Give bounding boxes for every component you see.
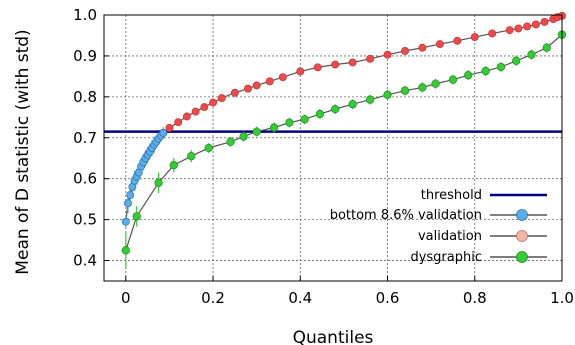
- y-axis-label: Mean of D statistic (with std): [13, 29, 33, 274]
- legend-swatch-marker-bottom-validation: [516, 209, 528, 221]
- data-point: [481, 66, 490, 76]
- data-point: [366, 54, 375, 63]
- data-point: [488, 29, 497, 38]
- data-point: [132, 212, 141, 221]
- series-line-validation: [162, 15, 563, 134]
- data-point: [514, 24, 523, 33]
- data-point: [505, 26, 514, 35]
- data-point: [126, 191, 135, 200]
- data-point: [169, 161, 178, 170]
- grid: [104, 15, 562, 281]
- series-dysgraphic: [121, 29, 567, 269]
- series-layer: [121, 11, 567, 269]
- legend-swatch-marker-dysgraphic: [516, 251, 528, 263]
- data-point: [278, 73, 287, 82]
- y-tick-label: 1.0: [73, 6, 97, 24]
- legend-label-validation: validation: [418, 229, 482, 244]
- data-point: [121, 246, 130, 255]
- data-point: [470, 33, 479, 42]
- data-point: [182, 112, 191, 121]
- y-tick-label: 0.8: [73, 88, 97, 106]
- x-tick-label: 0.8: [463, 289, 487, 307]
- data-point: [230, 88, 239, 97]
- data-point: [531, 20, 540, 29]
- data-point: [331, 104, 340, 114]
- data-point: [217, 94, 226, 103]
- legend-label-threshold: threshold: [421, 188, 482, 203]
- data-point: [300, 115, 309, 124]
- data-point: [401, 47, 409, 55]
- data-point: [174, 118, 183, 127]
- data-point: [200, 103, 209, 112]
- data-point: [265, 77, 274, 86]
- data-point: [348, 100, 357, 109]
- data-point: [464, 71, 473, 80]
- data-point: [348, 58, 357, 67]
- legend-swatch-marker-validation: [516, 230, 528, 242]
- data-point: [418, 43, 427, 52]
- data-point: [542, 43, 551, 52]
- series-validation: [159, 11, 566, 137]
- x-axis-label: Quantiles: [293, 328, 374, 345]
- data-point: [383, 90, 392, 99]
- x-tick-label: 0.2: [201, 289, 225, 307]
- data-point: [191, 107, 200, 116]
- legend-label-dysgraphic: dysgraphic: [410, 250, 482, 265]
- data-point: [400, 86, 410, 95]
- data-point: [331, 60, 340, 69]
- data-point: [165, 123, 174, 132]
- data-point: [187, 152, 196, 161]
- x-tick-label: 1.0: [550, 289, 574, 307]
- data-point: [383, 50, 392, 59]
- data-point: [209, 98, 217, 107]
- series-bottom-validation: [121, 126, 168, 228]
- x-tick-label: 0: [121, 289, 131, 307]
- data-point: [453, 36, 462, 45]
- data-point: [540, 18, 549, 26]
- data-point: [269, 123, 279, 132]
- legend-label-bottom-validation: bottom 8.6% validation: [330, 208, 482, 223]
- data-point: [448, 75, 458, 84]
- data-point: [239, 132, 248, 141]
- data-point: [296, 67, 305, 76]
- data-point: [121, 217, 130, 226]
- data-point: [252, 127, 261, 136]
- data-point: [523, 22, 532, 31]
- x-tick-label: 0.6: [376, 289, 400, 307]
- data-point: [315, 109, 325, 119]
- data-point: [124, 199, 132, 208]
- y-tick-label: 0.4: [73, 252, 97, 270]
- data-point: [527, 50, 536, 59]
- data-point: [365, 95, 375, 104]
- data-point: [226, 137, 235, 147]
- data-point: [159, 128, 168, 137]
- data-point: [154, 178, 163, 187]
- data-point: [431, 79, 440, 88]
- data-point: [512, 56, 521, 65]
- y-tick-label: 0.7: [73, 129, 97, 147]
- data-point: [252, 81, 261, 90]
- data-point: [243, 84, 252, 93]
- data-point: [285, 118, 294, 127]
- data-point: [435, 40, 444, 49]
- data-point: [418, 83, 427, 92]
- data-point: [204, 143, 213, 153]
- y-tick-label: 0.6: [73, 170, 97, 188]
- data-point: [496, 62, 506, 72]
- y-tick-label: 0.9: [73, 47, 97, 65]
- series-line-dysgraphic: [125, 34, 563, 251]
- plot-frame: [103, 14, 563, 282]
- legend: threshold bottom 8.6% validation validat…: [330, 188, 547, 265]
- x-tick-label: 0.4: [288, 289, 312, 307]
- data-point: [313, 63, 322, 72]
- y-tick-label: 0.5: [73, 211, 97, 229]
- tick-labels: 0 0.2 0.4 0.6 0.8 1.0 0.4 0.5 0.6 0.7 0.8 0.9 1.0: [73, 6, 574, 307]
